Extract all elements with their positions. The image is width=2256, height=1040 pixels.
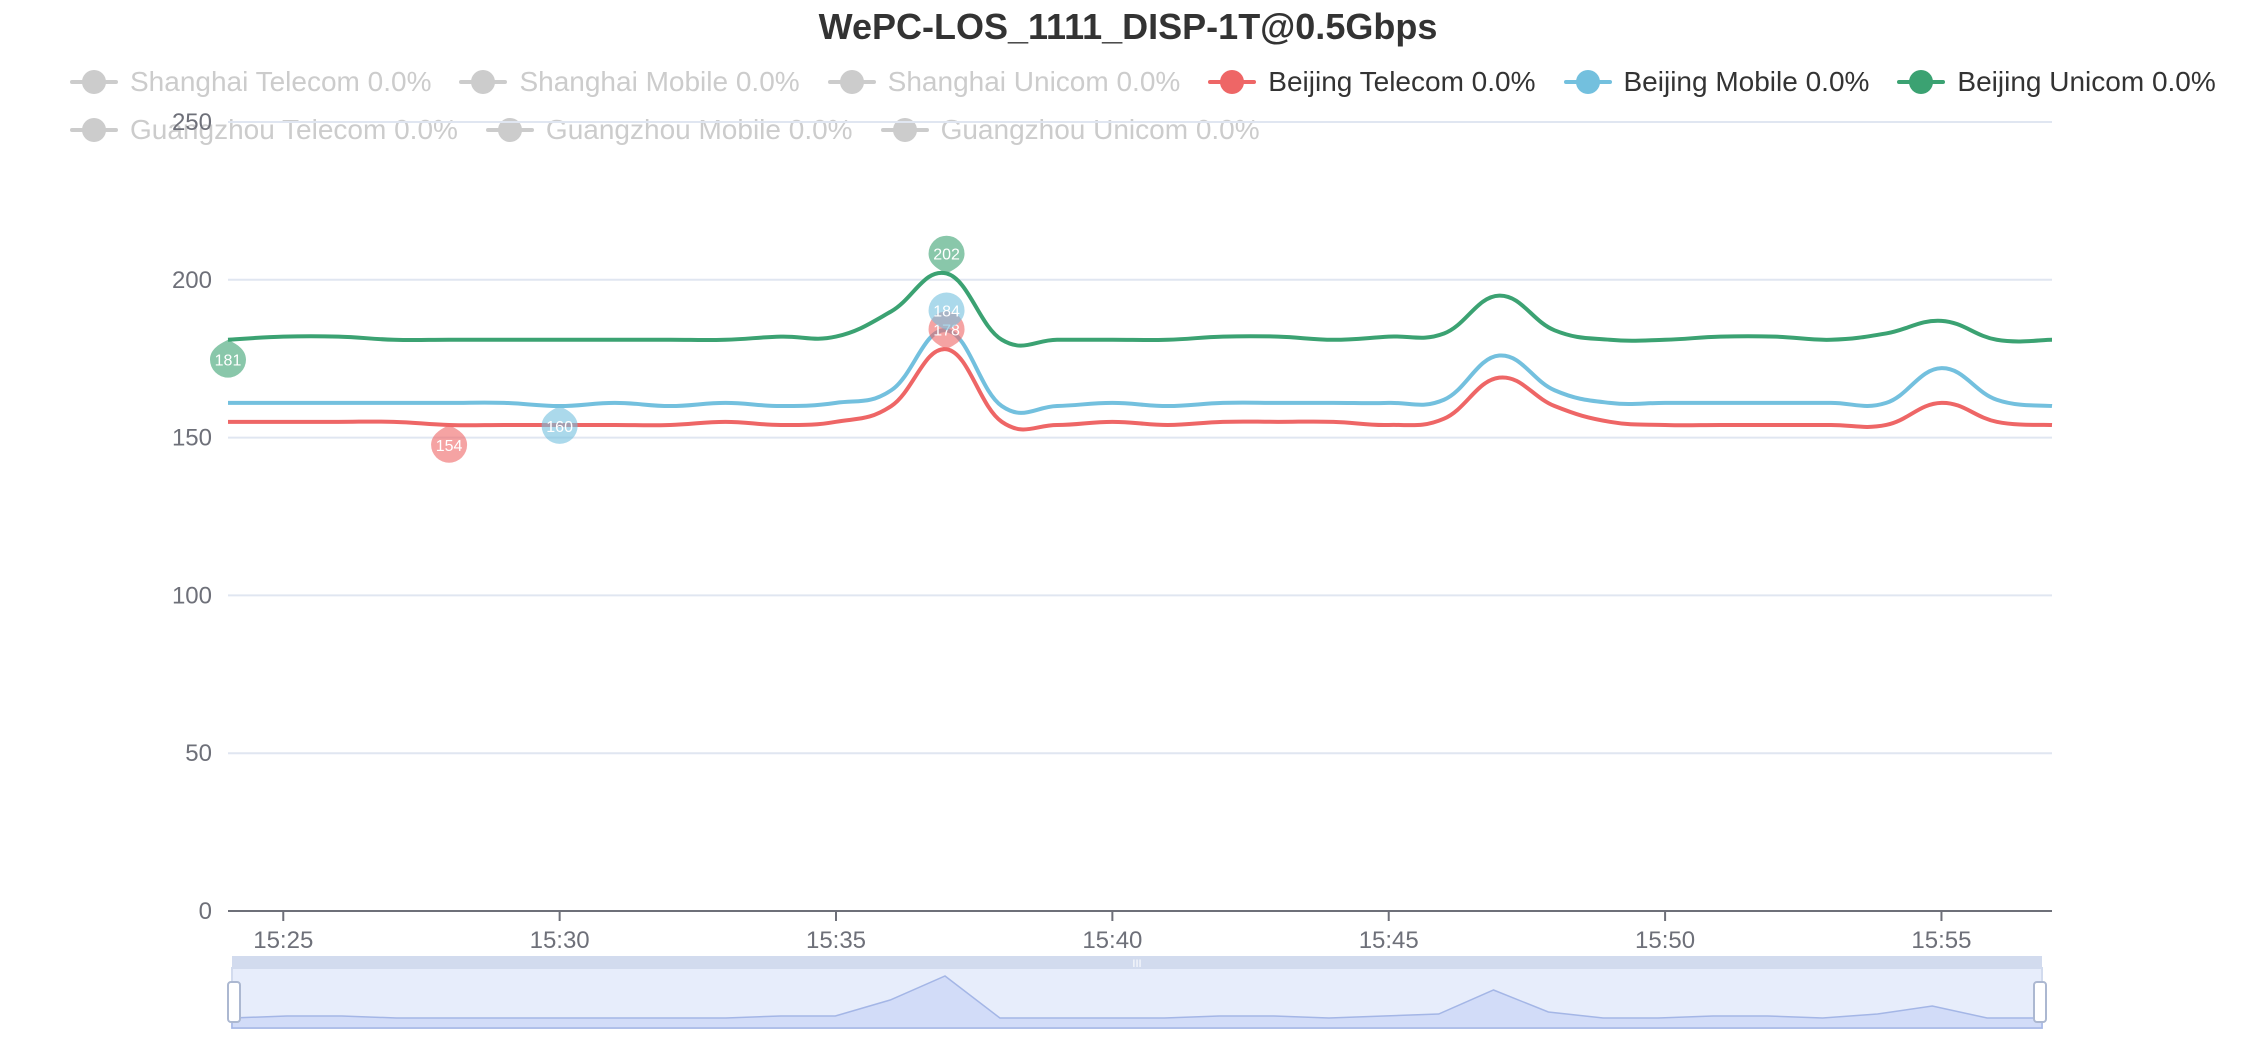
- x-tick-label: 15:45: [1359, 927, 1419, 954]
- series-line[interactable]: [228, 347, 2053, 432]
- legend-label: Beijing Unicom 0.0%: [1957, 66, 2216, 97]
- legend-item[interactable]: Beijing Unicom 0.0%: [1897, 66, 2216, 98]
- grid-lines: [228, 121, 2052, 755]
- mark-point-label: 184: [933, 303, 960, 320]
- legend-symbol-icon: [70, 70, 118, 94]
- legend-label: Beijing Mobile 0.0%: [1623, 66, 1870, 97]
- x-tick-label: 15:55: [1911, 927, 1971, 954]
- legend-item[interactable]: Guangzhou Telecom 0.0%: [70, 114, 458, 146]
- legend-item[interactable]: Shanghai Mobile 0.0%: [459, 66, 800, 98]
- legend-symbol-icon: [1897, 70, 1946, 94]
- zoom-preview-area: [231, 975, 2043, 1029]
- zoom-move-bar[interactable]: [232, 956, 2042, 968]
- legend-item[interactable]: Shanghai Telecom 0.0%: [70, 66, 431, 98]
- mark-point-label: 181: [215, 353, 242, 370]
- legend: Shanghai Telecom 0.0% Shanghai Mobile 0.0…: [70, 58, 2216, 154]
- chart-title: WePC-LOS_1111_DISP-1T@0.5Gbps: [818, 6, 1438, 47]
- zoom-handle-left[interactable]: [227, 981, 241, 1023]
- x-tick-label: 15:30: [530, 927, 590, 954]
- legend-label: Guangzhou Mobile 0.0%: [545, 114, 853, 145]
- mark-point-pin[interactable]: 160: [541, 406, 578, 444]
- y-axis: 0 50 100 150 200 250: [172, 109, 212, 925]
- legend-symbol-icon: [459, 70, 508, 94]
- legend-row: Guangzhou Telecom 0.0% Guangzhou Mobile 0…: [70, 106, 2210, 154]
- zoom-handle-right[interactable]: [2033, 981, 2047, 1023]
- legend-item[interactable]: Beijing Mobile 0.0%: [1563, 66, 1870, 98]
- legend-item[interactable]: Beijing Telecom 0.0%: [1208, 66, 1536, 98]
- y-tick-label: 100: [172, 582, 212, 609]
- legend-item[interactable]: Shanghai Unicom 0.0%: [827, 66, 1181, 98]
- legend-label: Shanghai Mobile 0.0%: [519, 66, 800, 97]
- legend-label: Shanghai Telecom 0.0%: [130, 66, 432, 97]
- series-lines: [227, 270, 2053, 432]
- mark-point-pin[interactable]: 181: [210, 339, 246, 378]
- zoom-grip-icon[interactable]: III: [1132, 958, 1141, 970]
- x-axis: 15:25 15:30 15:35 15:40 15:45 15:50 15:55: [228, 910, 2052, 954]
- legend-label: Guangzhou Telecom 0.0%: [130, 114, 458, 145]
- series-line[interactable]: [227, 270, 2053, 348]
- y-tick-label: 250: [172, 109, 212, 136]
- y-tick-label: 0: [199, 898, 212, 925]
- x-tick-label: 15:35: [806, 927, 866, 954]
- y-tick-label: 150: [172, 425, 212, 452]
- legend-symbol-icon: [827, 70, 876, 94]
- data-zoom-slider[interactable]: III: [227, 956, 2047, 1029]
- mark-point-label: 154: [436, 438, 463, 455]
- x-tick-label: 15:50: [1635, 927, 1695, 954]
- mark-point-pin[interactable]: 184: [928, 292, 965, 331]
- mark-point-label: 202: [933, 247, 960, 264]
- y-tick-label: 50: [185, 740, 212, 767]
- y-tick-label: 200: [172, 267, 212, 294]
- mark-point-pin[interactable]: 154: [431, 424, 468, 463]
- legend-row: Shanghai Telecom 0.0% Shanghai Mobile 0.0…: [70, 58, 2216, 106]
- legend-item[interactable]: Guangzhou Mobile 0.0%: [485, 114, 853, 146]
- legend-item[interactable]: Guangzhou Unicom 0.0%: [880, 114, 1260, 146]
- x-tick-label: 15:40: [1082, 927, 1142, 954]
- series-line[interactable]: [227, 328, 2053, 415]
- mark-point-pin[interactable]: 202: [928, 235, 965, 274]
- legend-label: Shanghai Unicom 0.0%: [887, 66, 1181, 97]
- legend-label: Guangzhou Unicom 0.0%: [940, 114, 1260, 145]
- x-tick-label: 15:25: [253, 927, 313, 954]
- mark-point-label: 160: [546, 419, 573, 436]
- legend-label: Beijing Telecom 0.0%: [1268, 66, 1536, 97]
- legend-symbol-icon: [70, 118, 118, 142]
- legend-symbol-icon: [1208, 70, 1257, 94]
- legend-symbol-icon: [1563, 70, 1612, 94]
